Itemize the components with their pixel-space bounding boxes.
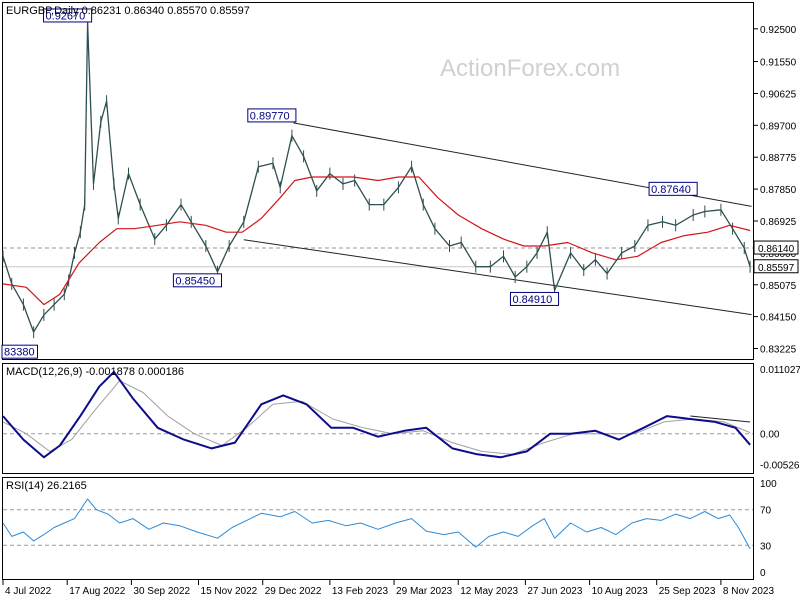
price-level-label: 0.86140 <box>758 244 795 255</box>
price-level-box <box>753 259 799 274</box>
price-level-label: 0.85597 <box>758 263 795 274</box>
rsi-tick-label: 70 <box>760 506 772 517</box>
annotation-label: 0.85450 <box>175 275 215 287</box>
x-tick-label: 12 May 2023 <box>460 586 518 597</box>
macd-tick-label: 0.011027 <box>760 365 800 376</box>
x-tick-label: 25 Sep 2023 <box>659 586 716 597</box>
x-tick-label: 4 Jul 2022 <box>5 586 52 597</box>
price-tick-label: 0.84150 <box>760 313 797 324</box>
rsi-tick-label: 0 <box>760 568 766 579</box>
annotation-box <box>648 181 698 196</box>
price-tick-label: 0.92500 <box>760 25 797 36</box>
price-tick-label: 0.88775 <box>760 153 797 164</box>
annotation-box <box>172 273 222 288</box>
annotation-label: 83380 <box>4 347 35 359</box>
rsi-tick-label: 100 <box>760 479 777 490</box>
annotation-box <box>1 344 38 359</box>
x-tick-label: 27 Jun 2023 <box>527 586 582 597</box>
price-tick-label: 0.90625 <box>760 89 797 100</box>
annotation-label: 0.87640 <box>651 184 691 196</box>
price-tick-label: 0.86925 <box>760 217 797 228</box>
price-level-box <box>753 240 799 255</box>
macd-panel-frame <box>2 363 754 474</box>
price-tick-label: 0.91550 <box>760 58 797 69</box>
annotation-box <box>247 108 297 123</box>
price-tick-label: 0.83225 <box>760 345 797 356</box>
rsi-panel-frame <box>2 477 754 580</box>
price-chart-title: EURGBP,Daily 0.86231 0.86340 0.85570 0.8… <box>6 5 250 17</box>
annotation-label: 0.92670 <box>46 10 86 22</box>
channel-line-1 <box>243 239 752 316</box>
annotation-label: 0.89770 <box>250 110 290 122</box>
macd-title: MACD(12,26,9) -0.001878 0.000186 <box>6 366 184 378</box>
rsi-tick-label: 30 <box>760 541 772 552</box>
watermark: ActionForex.com <box>440 55 620 82</box>
price-layer: 0.92670 0.89770 0.85450 83380 0.87640 0.84910 <box>1 8 753 359</box>
annotation-label: 0.84910 <box>512 294 552 306</box>
price-line <box>2 22 751 333</box>
annotation-box <box>509 291 560 306</box>
moving-average-line <box>2 176 751 306</box>
macd-layer <box>2 370 753 459</box>
rsi-line <box>2 498 751 549</box>
x-tick-label: 8 Nov 2023 <box>723 586 775 597</box>
x-tick-label: 30 Sep 2022 <box>133 586 190 597</box>
price-panel-frame <box>2 2 754 360</box>
axis-layer: 0.92500 0.91550 0.90625 0.89700 0.88775 0.878… <box>2 25 800 597</box>
x-tick-label: 17 Aug 2022 <box>69 586 126 597</box>
x-tick-label: 29 Mar 2023 <box>396 586 453 597</box>
rsi-layer <box>2 498 753 549</box>
x-tick-label: 15 Nov 2022 <box>201 586 258 597</box>
price-tick-label: 0.85075 <box>760 281 797 292</box>
price-tick-label: 0.87850 <box>760 185 797 196</box>
macd-tick-label: -0.005267 <box>760 461 800 472</box>
x-tick-label: 13 Feb 2023 <box>332 586 389 597</box>
macd-line <box>2 370 751 459</box>
macd-signal-line <box>2 380 751 455</box>
x-tick-label: 29 Dec 2022 <box>265 586 322 597</box>
macd-trendline <box>690 415 751 423</box>
x-tick-label: 10 Aug 2023 <box>592 586 649 597</box>
macd-tick-label: 0.00 <box>760 430 780 441</box>
price-tick-label: 0.89700 <box>760 121 797 132</box>
annotation-box <box>43 8 93 23</box>
rsi-title: RSI(14) 26.2165 <box>6 480 87 492</box>
